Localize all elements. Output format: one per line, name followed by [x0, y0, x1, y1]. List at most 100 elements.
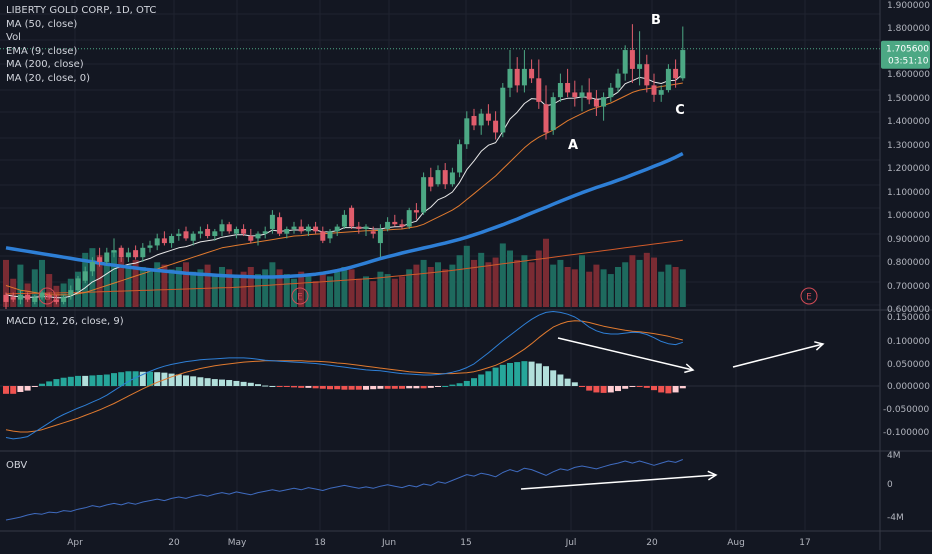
macd-histogram-bar [571, 382, 578, 386]
macd-histogram-bar [485, 371, 492, 386]
macd-histogram-bar [514, 362, 521, 386]
volume-bar [499, 243, 506, 307]
last-price-label: 1.705600 [886, 45, 929, 55]
candle-body [413, 210, 419, 213]
macd-histogram-bar [226, 380, 233, 386]
candle-body [644, 64, 650, 86]
macd-histogram-bar [406, 386, 413, 389]
candle-body [529, 68, 535, 79]
candle-body [17, 294, 23, 300]
volume-bar [528, 262, 535, 307]
macd-histogram-bar [499, 364, 506, 386]
candle-body [557, 83, 563, 98]
macd-histogram-bar [111, 373, 117, 386]
macd-histogram-bar [564, 378, 571, 386]
volume-bar [147, 269, 153, 307]
macd-histogram-bar [103, 374, 110, 386]
macd-histogram-bar [377, 386, 384, 389]
candle-body [39, 292, 45, 298]
volume-bar [521, 255, 528, 307]
candle-body [399, 224, 405, 227]
candle-body [262, 231, 268, 234]
candle-body [89, 261, 95, 272]
price-tick-label: 1.900000 [887, 1, 930, 11]
volume-bar [190, 271, 197, 307]
candle-body [75, 278, 81, 291]
macd-line [5, 311, 683, 440]
volume-bar [449, 264, 456, 307]
candle-body [521, 68, 527, 86]
candle-body [320, 231, 326, 241]
obv-pane-label: OBV [6, 460, 28, 471]
macd-histogram-bar [269, 386, 276, 387]
candle-body [586, 92, 592, 100]
time-tick-label: May [228, 538, 247, 548]
macd-histogram-bar [535, 363, 542, 386]
candle-body [406, 210, 412, 227]
candle-body [493, 120, 499, 133]
legend-ma200: MA (200, close) [6, 59, 84, 71]
candle-body [104, 252, 110, 262]
macd-histogram-bar [615, 386, 621, 392]
macd-histogram-bar [154, 372, 161, 386]
volume-bar [312, 281, 319, 307]
candle-body [341, 214, 347, 227]
candle-body [673, 68, 679, 79]
macd-histogram-bar [651, 386, 657, 391]
volume-bar [478, 252, 485, 307]
obv-line [5, 459, 683, 521]
macd-divergence-arrow [557, 337, 694, 371]
volume-bar [622, 262, 629, 307]
candle-body [82, 271, 88, 281]
macd-histogram-bar [413, 386, 420, 389]
macd-histogram-bar [10, 386, 17, 394]
macd-signal-line [5, 320, 683, 433]
macd-histogram-bar [39, 383, 45, 386]
volume-bar [514, 259, 521, 307]
macd-histogram-bar [442, 386, 449, 387]
candle-body [25, 294, 31, 300]
legend-vol: Vol [6, 32, 21, 44]
volume-bar [384, 274, 391, 307]
candle-body [277, 217, 283, 234]
candle-body [147, 245, 153, 248]
volume-bar [629, 255, 636, 307]
macd-histogram-bar [96, 374, 103, 386]
macd-histogram-bar [622, 386, 629, 389]
candle-body [197, 231, 203, 234]
candle-body [183, 231, 189, 239]
candle-body [61, 297, 67, 302]
macd-histogram-bar [147, 371, 153, 386]
candle-body [637, 64, 643, 69]
macd-histogram-bar [643, 386, 650, 388]
macd-histogram-bar [283, 386, 290, 387]
macd-histogram-bar [399, 386, 405, 389]
price-tick-label: 1.300000 [887, 141, 930, 151]
time-tick-label: 17 [799, 538, 810, 548]
volume-bar [125, 264, 132, 307]
macd-histogram-bar [492, 367, 499, 386]
macd-histogram-bar [219, 379, 225, 386]
price-tick-label: 0.700000 [887, 282, 930, 292]
time-tick-label: 20 [646, 538, 658, 548]
volume-bar [543, 238, 549, 307]
macd-histogram-bar [175, 374, 182, 386]
macd-histogram-bar [276, 386, 283, 387]
volume-bar [255, 274, 261, 307]
candle-body [593, 99, 599, 107]
candle-body [449, 172, 455, 185]
candle-body [507, 68, 513, 88]
candle-body [543, 104, 549, 133]
price-tick-label: 0.900000 [887, 235, 930, 245]
volume-bar [355, 278, 362, 307]
macd-histogram-bar [89, 375, 96, 386]
candle-body [363, 226, 369, 229]
earnings-label: E [806, 293, 812, 303]
macd-histogram-bar [183, 375, 189, 386]
macd-histogram-bar [341, 386, 348, 390]
macd-histogram-bar [190, 376, 197, 386]
candle-body [46, 294, 52, 298]
candle-body [284, 228, 290, 234]
